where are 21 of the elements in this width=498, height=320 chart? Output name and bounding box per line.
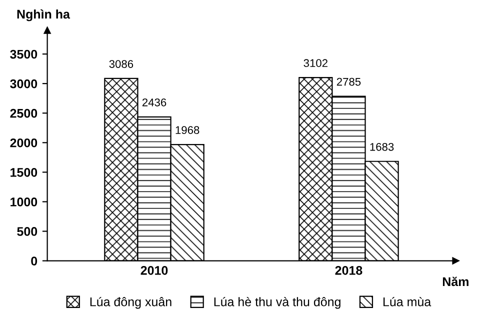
y-axis-title: Nghìn ha [17,9,70,22]
data-label: 3086 [109,60,134,68]
y-tick-label: 500 [17,227,38,236]
y-tick-label: 0 [31,256,38,266]
y-tick-label: 2500 [10,108,38,118]
x-tick-label: 2010 [140,266,168,275]
legend-label: Lúa hè thu và thu đông [214,296,340,309]
y-tick-label: 3500 [10,50,38,59]
legend-label: Lúa đông xuân [90,296,172,309]
data-label: 1683 [370,142,394,151]
x-tick-label: 2018 [335,266,362,275]
data-label: 2785 [336,78,361,86]
y-tick-label: 1500 [10,168,38,177]
legend-label: Lúa mùa [383,296,432,306]
data-label: 1968 [176,126,200,134]
data-label: 3102 [304,59,328,68]
data-label: 2436 [142,98,166,106]
y-tick-label: 2000 [10,138,38,148]
y-tick-label: 1000 [10,198,38,206]
y-tick-label: 3000 [10,79,38,88]
x-axis-title: Năm [442,276,468,286]
